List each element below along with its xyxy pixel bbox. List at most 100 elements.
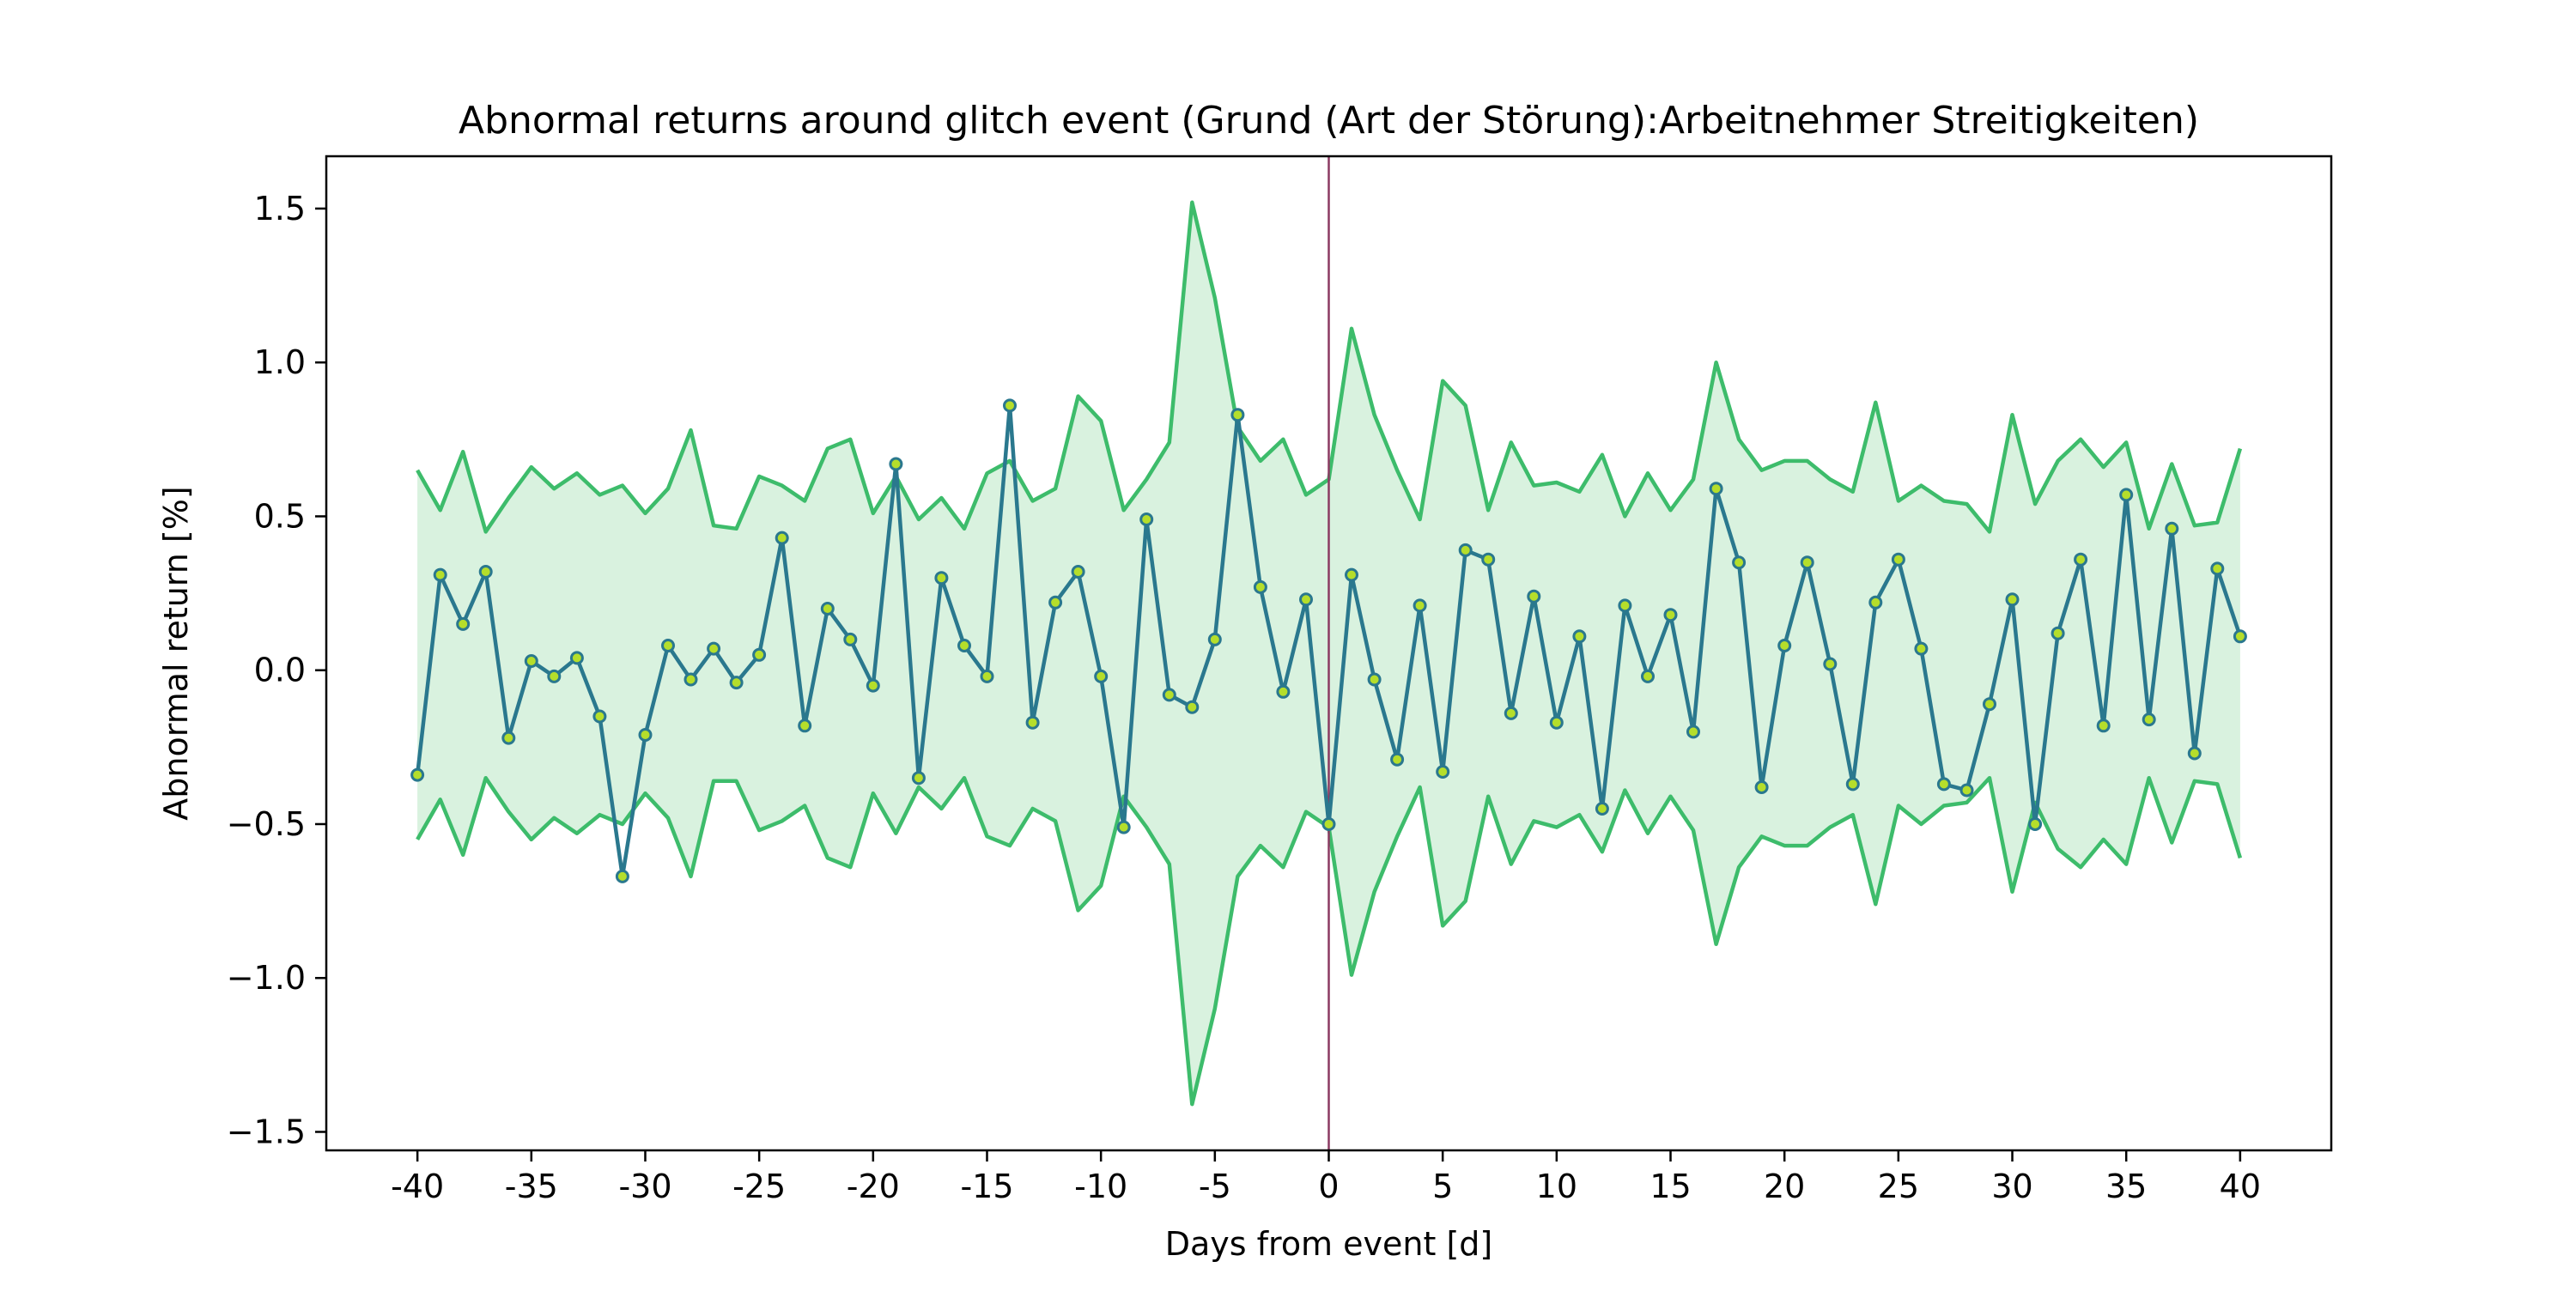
data-point — [1481, 552, 1496, 567]
x-tick-label: 15 — [1649, 1168, 1691, 1205]
data-point — [1504, 706, 1518, 720]
y-tick-label: 0.0 — [254, 652, 306, 689]
data-point — [1641, 669, 1655, 683]
data-point — [934, 571, 949, 585]
data-point — [866, 678, 880, 693]
data-point — [1003, 398, 1017, 413]
data-point — [1276, 684, 1291, 699]
data-point — [1732, 555, 1747, 570]
data-point — [1345, 567, 1358, 582]
data-point — [615, 869, 629, 883]
data-point — [1436, 765, 1450, 779]
y-tick-label: 1.5 — [254, 190, 306, 227]
data-point — [1413, 598, 1427, 613]
x-axis: -40 -35 -30 -25 -20 -15 -10 -5 0 5 10 15 20 25 30 35 40 — [391, 1150, 2261, 1205]
data-point — [1959, 783, 1974, 798]
x-tick-label: 20 — [1764, 1168, 1805, 1205]
data-point — [889, 457, 903, 471]
data-point — [569, 651, 584, 665]
x-tick-label: 10 — [1536, 1168, 1577, 1205]
data-point — [1868, 595, 1883, 610]
x-tick-label: 0 — [1318, 1168, 1339, 1205]
data-point — [980, 669, 994, 683]
data-point — [410, 767, 425, 782]
data-point — [1549, 715, 1564, 730]
data-point — [707, 641, 721, 656]
data-point — [1139, 513, 1154, 526]
x-axis-label: Days from event [d] — [1165, 1225, 1493, 1263]
data-point — [2074, 552, 2088, 567]
data-point — [752, 647, 767, 662]
data-point — [524, 654, 538, 668]
data-point — [2210, 561, 2225, 576]
y-tick-label: 1.0 — [254, 343, 306, 381]
y-axis: 1.5 1.0 0.5 0.0 −0.5 −1.0 −1.5 — [227, 190, 326, 1150]
data-point — [1527, 589, 1541, 604]
data-point — [820, 602, 835, 616]
x-tick-label: -25 — [732, 1168, 786, 1205]
chart-title: Abnormal returns around glitch event (Gr… — [459, 99, 2199, 143]
x-tick-label: 40 — [2220, 1168, 2261, 1205]
data-point — [1914, 641, 1929, 656]
data-point — [1709, 482, 1723, 496]
data-point — [592, 709, 607, 724]
data-point — [1458, 543, 1473, 557]
data-point — [1185, 700, 1200, 714]
data-point — [1595, 802, 1609, 816]
data-point — [1800, 555, 1814, 570]
x-tick-label: 30 — [1991, 1168, 2032, 1205]
data-point — [1754, 780, 1769, 794]
data-point — [1390, 752, 1405, 767]
x-tick-label: 25 — [1878, 1168, 1919, 1205]
data-point — [798, 719, 812, 733]
data-point — [2050, 626, 2065, 640]
data-point — [1777, 639, 1792, 652]
data-point — [1983, 697, 1996, 712]
data-point — [1618, 598, 1632, 613]
data-point — [2119, 488, 2134, 502]
data-point — [1207, 632, 1222, 646]
data-point — [1253, 579, 1267, 594]
data-point — [1116, 820, 1131, 834]
data-point — [2142, 713, 2156, 727]
x-tick-label: -15 — [960, 1168, 1013, 1205]
x-tick-label: -10 — [1074, 1168, 1127, 1205]
data-point — [729, 676, 744, 690]
x-tick-label: -20 — [847, 1168, 900, 1205]
data-point — [1686, 725, 1700, 739]
data-point — [1663, 608, 1678, 622]
data-point — [433, 567, 447, 582]
data-point — [2028, 817, 2043, 831]
data-point — [1299, 592, 1313, 607]
x-tick-label: 35 — [2105, 1168, 2147, 1205]
x-tick-label: -30 — [618, 1168, 671, 1205]
y-tick-label: −1.0 — [227, 959, 306, 997]
data-point — [1230, 408, 1245, 422]
data-point — [1891, 552, 1905, 567]
y-tick-label: −1.5 — [227, 1113, 306, 1150]
x-tick-label: -35 — [505, 1168, 558, 1205]
data-point — [957, 639, 971, 652]
data-point — [1367, 672, 1382, 687]
data-point — [2005, 592, 2020, 607]
data-point — [1823, 657, 1838, 671]
data-point — [775, 531, 789, 545]
x-tick-label: -40 — [391, 1168, 444, 1205]
x-tick-label: -5 — [1199, 1168, 1231, 1205]
data-point — [683, 672, 698, 687]
abnormal-return-series — [410, 398, 2247, 883]
data-point — [661, 639, 675, 652]
data-point — [1094, 669, 1109, 683]
data-point — [911, 771, 926, 786]
data-point — [843, 632, 858, 646]
x-tick-label: 5 — [1432, 1168, 1453, 1205]
data-point — [501, 731, 516, 745]
data-point — [2096, 719, 2111, 733]
data-point — [2233, 629, 2247, 644]
data-point — [638, 728, 653, 742]
data-point — [1936, 777, 1951, 792]
data-point — [1845, 777, 1860, 792]
data-point — [1162, 688, 1176, 702]
